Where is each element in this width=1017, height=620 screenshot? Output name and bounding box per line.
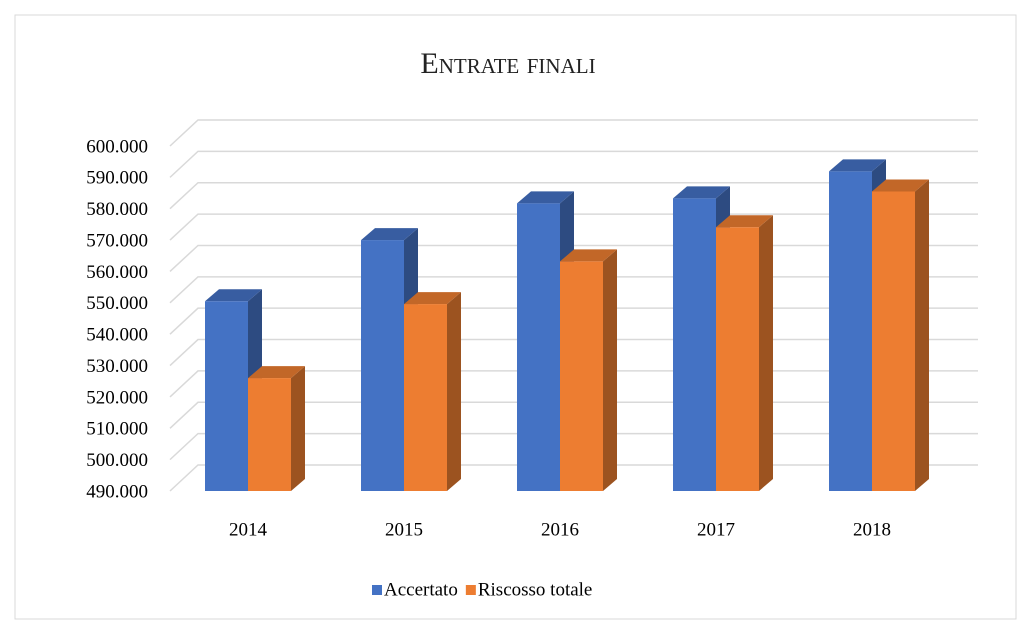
y-tick-label: 560.000 <box>86 262 148 283</box>
x-tick-label: 2014 <box>229 519 268 540</box>
bar-top <box>673 186 730 199</box>
legend-label: Accertato <box>384 579 458 600</box>
bar-side <box>447 292 461 491</box>
y-tick-label: 550.000 <box>86 293 148 314</box>
bar-top <box>404 292 461 305</box>
bar-front <box>872 191 915 491</box>
grid-line <box>169 181 978 210</box>
bar <box>248 366 305 491</box>
y-tick-label: 500.000 <box>86 450 148 471</box>
bar-front <box>829 171 872 491</box>
bar-front <box>404 304 447 491</box>
bar <box>716 215 773 491</box>
y-tick-label: 510.000 <box>86 419 148 440</box>
y-tick-label: 600.000 <box>86 136 148 157</box>
bar-top <box>716 215 773 228</box>
y-tick-label: 540.000 <box>86 325 148 346</box>
y-tick-label: 530.000 <box>86 356 148 377</box>
bar-side <box>915 179 929 491</box>
bar-top <box>248 366 305 379</box>
bar <box>872 179 929 491</box>
bar-front <box>248 378 291 491</box>
bar-side <box>603 249 617 491</box>
legend-swatch <box>465 585 476 595</box>
bar-front <box>361 240 404 491</box>
bar-top <box>829 159 886 172</box>
bar-front <box>517 203 560 492</box>
x-tick-label: 2015 <box>385 519 423 540</box>
bar-top <box>517 191 574 204</box>
x-tick-label: 2017 <box>697 519 735 540</box>
bar-top <box>361 228 418 241</box>
bar-side <box>759 215 773 491</box>
y-tick-label: 570.000 <box>86 230 148 251</box>
y-tick-label: 590.000 <box>86 168 148 189</box>
bar-front <box>560 261 603 491</box>
bar-top <box>205 289 262 302</box>
x-tick-label: 2018 <box>853 519 891 540</box>
y-tick-label: 490.000 <box>86 481 148 502</box>
bar-front <box>716 227 759 491</box>
chart-title: Entrate finali <box>420 47 595 80</box>
grid-line <box>169 119 978 147</box>
y-tick-label: 520.000 <box>86 387 148 408</box>
y-tick-label: 580.000 <box>86 199 148 220</box>
bar <box>404 292 461 491</box>
legend-swatch <box>372 585 382 595</box>
bar-side <box>291 366 305 491</box>
bar-top <box>872 179 929 192</box>
legend-label: Riscosso totale <box>478 579 593 600</box>
bar <box>560 249 617 491</box>
bar-top <box>560 249 617 262</box>
x-tick-label: 2016 <box>541 519 579 540</box>
bar-front <box>673 198 716 492</box>
bar-front <box>205 301 248 491</box>
grid-line <box>169 150 978 178</box>
